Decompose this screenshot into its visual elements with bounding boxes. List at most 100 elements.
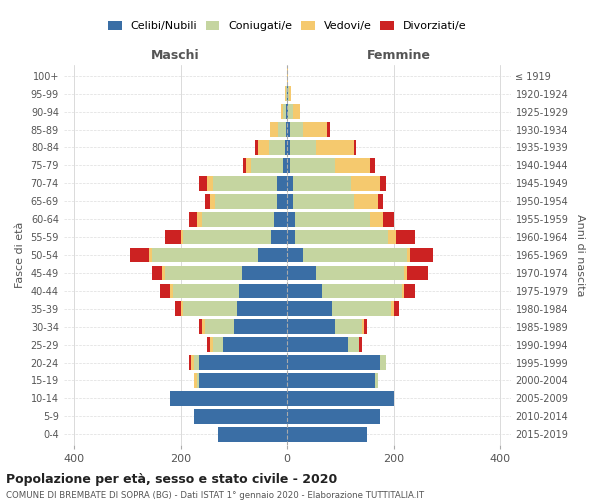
Bar <box>199 373 287 388</box>
Bar <box>288 86 289 101</box>
Bar <box>251 158 283 172</box>
Bar <box>283 104 286 119</box>
Bar <box>239 284 287 298</box>
Bar <box>287 140 290 155</box>
Bar <box>287 302 332 316</box>
Bar <box>401 284 404 298</box>
Bar <box>380 176 386 190</box>
Bar <box>327 122 330 137</box>
Bar <box>269 122 278 137</box>
Bar <box>218 427 287 442</box>
Bar <box>243 158 246 172</box>
Bar <box>303 122 327 137</box>
Bar <box>165 266 242 280</box>
Bar <box>287 212 295 226</box>
Bar <box>202 320 205 334</box>
Bar <box>293 104 301 119</box>
Bar <box>295 212 370 226</box>
Bar <box>277 194 287 208</box>
Bar <box>322 284 401 298</box>
Bar <box>152 248 258 262</box>
Bar <box>286 86 287 101</box>
Bar <box>165 230 181 244</box>
Bar <box>283 158 287 172</box>
Bar <box>287 230 295 244</box>
Bar <box>284 140 287 155</box>
Bar <box>258 248 287 262</box>
Bar <box>173 284 239 298</box>
Bar <box>189 355 191 370</box>
Bar <box>289 86 292 101</box>
Bar <box>184 230 271 244</box>
Bar <box>383 212 394 226</box>
Bar <box>278 122 286 137</box>
Bar <box>258 140 269 155</box>
Bar <box>149 248 152 262</box>
Bar <box>210 338 213 352</box>
Bar <box>287 373 375 388</box>
Bar <box>404 266 407 280</box>
Bar <box>295 230 388 244</box>
Bar <box>175 302 181 316</box>
Bar <box>205 320 234 334</box>
Bar <box>194 355 199 370</box>
Bar <box>152 266 162 280</box>
Bar <box>391 302 394 316</box>
Bar <box>335 320 362 334</box>
Bar <box>246 158 251 172</box>
Bar <box>335 158 370 172</box>
Bar <box>353 140 356 155</box>
Bar <box>255 140 258 155</box>
Legend: Celibi/Nubili, Coniugati/e, Vedovi/e, Divorziati/e: Celibi/Nubili, Coniugati/e, Vedovi/e, Di… <box>105 18 469 34</box>
Bar <box>287 320 335 334</box>
Bar <box>197 373 199 388</box>
Bar <box>287 284 322 298</box>
Bar <box>394 302 399 316</box>
Bar <box>287 248 303 262</box>
Bar <box>213 338 223 352</box>
Bar <box>170 284 173 298</box>
Bar <box>286 104 287 119</box>
Bar <box>271 230 287 244</box>
Bar <box>194 373 197 388</box>
Bar <box>404 284 415 298</box>
Bar <box>277 176 287 190</box>
Bar <box>181 302 184 316</box>
Bar <box>353 194 377 208</box>
Text: COMUNE DI BREMBATE DI SOPRA (BG) - Dati ISTAT 1° gennaio 2020 - Elaborazione TUT: COMUNE DI BREMBATE DI SOPRA (BG) - Dati … <box>6 491 424 500</box>
Bar <box>287 427 367 442</box>
Bar <box>287 122 290 137</box>
Bar <box>160 284 170 298</box>
Bar <box>364 320 367 334</box>
Bar <box>197 212 202 226</box>
Bar <box>184 302 236 316</box>
Bar <box>287 338 349 352</box>
Bar <box>410 248 433 262</box>
Bar <box>396 230 415 244</box>
Bar <box>287 391 394 406</box>
Bar <box>287 158 290 172</box>
Bar <box>293 176 351 190</box>
Bar <box>205 194 210 208</box>
Bar <box>287 409 380 424</box>
Bar <box>194 409 287 424</box>
Bar <box>287 176 293 190</box>
Bar <box>288 104 293 119</box>
Text: Femmine: Femmine <box>367 50 431 62</box>
Bar <box>303 248 407 262</box>
Bar <box>407 266 428 280</box>
Bar <box>287 104 288 119</box>
Bar <box>215 194 277 208</box>
Bar <box>199 355 287 370</box>
Bar <box>287 194 293 208</box>
Bar <box>189 212 197 226</box>
Y-axis label: Anni di nascita: Anni di nascita <box>575 214 585 296</box>
Bar <box>170 391 287 406</box>
Bar <box>236 302 287 316</box>
Bar <box>316 266 404 280</box>
Bar <box>293 194 353 208</box>
Bar <box>287 355 380 370</box>
Bar <box>290 122 303 137</box>
Bar <box>316 140 353 155</box>
Bar <box>362 320 364 334</box>
